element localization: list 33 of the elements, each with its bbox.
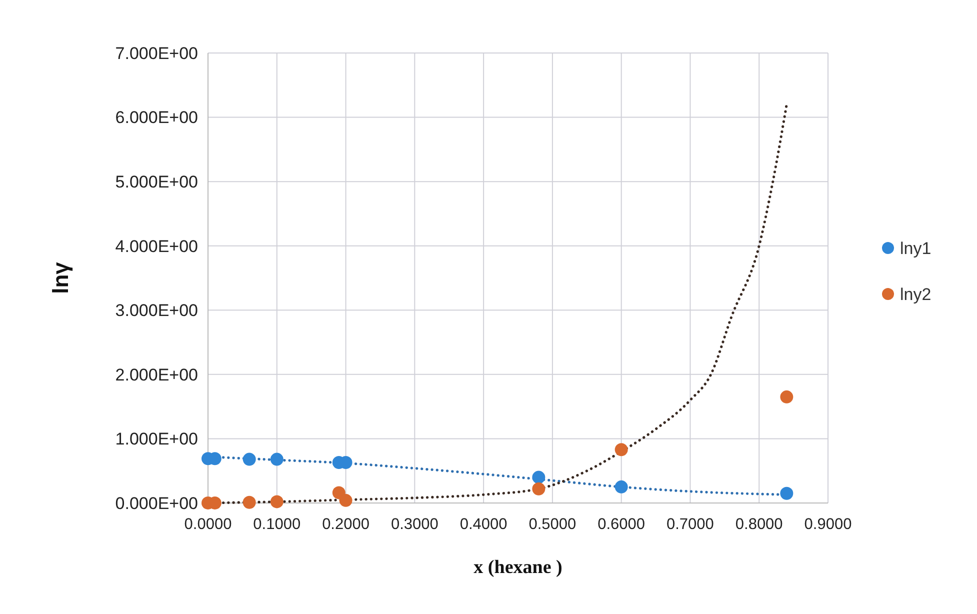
point — [339, 494, 352, 507]
y-tick-label: 3.000E+00 — [115, 301, 198, 320]
point — [270, 495, 284, 508]
point — [242, 496, 256, 509]
point — [532, 470, 546, 484]
point — [614, 443, 628, 456]
y-tick-label: 4.000E+00 — [115, 236, 198, 256]
x-tick-label: 0.3000 — [390, 516, 439, 533]
x-tick-label: 0.7000 — [666, 516, 714, 533]
y-tick-label: 2.000E+00 — [115, 365, 198, 384]
x-tick-label: 0.0000 — [184, 516, 232, 533]
point — [242, 452, 256, 466]
x-tick-label: 0.5000 — [528, 516, 577, 533]
x-tick-label: 0.2000 — [322, 516, 370, 533]
x-tick-label: 0.6000 — [598, 516, 646, 533]
y-tick-label: 1.000E+00 — [115, 430, 198, 449]
point — [614, 480, 628, 494]
x-tick-label: 0.8000 — [735, 516, 784, 533]
x-tick-label: 0.4000 — [460, 516, 508, 533]
point — [780, 486, 794, 500]
point — [270, 452, 284, 466]
y-tick-label: 0.000E+00 — [115, 494, 198, 513]
y-axis-title: lnγ — [48, 261, 73, 294]
legend-label: lny1 — [900, 238, 932, 258]
x-tick-label: 0.9000 — [804, 516, 852, 533]
x-tick-label: 0.1000 — [253, 516, 301, 533]
point — [532, 482, 546, 496]
point — [780, 390, 794, 404]
y-tick-label: 6.000E+00 — [115, 108, 198, 128]
y-tick-label: 5.000E+00 — [115, 172, 198, 192]
legend-label: lny2 — [900, 284, 932, 304]
x-axis-title: x (hexane ) — [474, 557, 562, 578]
y-tick-label: 7.000E+00 — [115, 44, 198, 63]
